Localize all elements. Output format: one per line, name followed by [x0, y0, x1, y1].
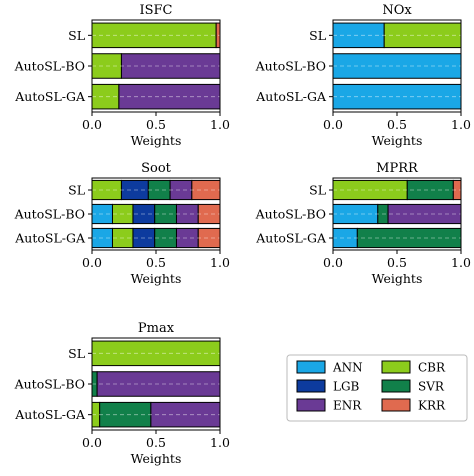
- x-axis-label: Weights: [131, 271, 182, 286]
- x-axis-label: Weights: [372, 271, 423, 286]
- panel-mprr: SL AutoSL-BO AutoSL-GA 0.0 0.5 1.0 MPRR Weights: [255, 161, 471, 286]
- bar-nox-sl-cbr: [383, 22, 462, 49]
- category-label: AutoSL-GA: [14, 231, 86, 246]
- xtick-label: 0.5: [146, 117, 166, 132]
- legend-label-krr: KRR: [418, 399, 446, 413]
- xtick-label: 1.0: [451, 255, 471, 270]
- panel-title: NOx: [382, 3, 412, 18]
- xtick-label: 1.0: [451, 117, 471, 132]
- category-label: AutoSL-BO: [255, 207, 326, 222]
- legend-frame: [286, 354, 468, 422]
- legend-label-enr: ENR: [333, 399, 362, 413]
- x-axis-label: Weights: [131, 451, 182, 466]
- legend-label-ann: ANN: [332, 361, 363, 375]
- category-label: SL: [309, 28, 326, 43]
- panel-isfc: SL AutoSL-BO AutoSL-GA 0.0 0.5 1.0 ISFC Weights: [14, 3, 230, 148]
- xtick-label: 0.5: [387, 255, 407, 270]
- legend-swatch-krr: [381, 398, 411, 412]
- panel-pmax: SL AutoSL-BO AutoSL-GA 0.0 0.5 1.0 Pmax Weights: [14, 321, 230, 466]
- bar-soot-autosl-ga-krr: [197, 227, 221, 249]
- panel-nox: SL AutoSL-BO AutoSL-GA 0.0 0.5 1.0 NOx Weights: [255, 3, 471, 148]
- xtick-label: 0.5: [146, 435, 166, 450]
- legend-swatch-svr: [381, 379, 411, 393]
- panel-title: Pmax: [138, 321, 175, 336]
- xtick-label: 0.5: [387, 117, 407, 132]
- xtick-label: 1.0: [210, 117, 230, 132]
- legend-swatch-cbr: [381, 360, 411, 374]
- category-label: AutoSL-BO: [255, 59, 326, 74]
- category-label: SL: [68, 28, 85, 43]
- bar-soot-sl-enr: [169, 179, 193, 201]
- x-axis-label: Weights: [131, 133, 182, 148]
- xtick-label: 0.5: [146, 255, 166, 270]
- x-axis-label: Weights: [372, 133, 423, 148]
- category-label: AutoSL-BO: [14, 59, 85, 74]
- category-label: SL: [68, 183, 85, 198]
- panel-title: ISFC: [139, 3, 172, 18]
- legend-swatch-lgb: [296, 379, 326, 393]
- category-label: AutoSL-BO: [14, 377, 85, 392]
- legend-swatch-enr: [296, 398, 326, 412]
- panel-title: Soot: [141, 161, 172, 176]
- legend-swatch-ann: [296, 360, 326, 374]
- category-label: SL: [68, 346, 85, 361]
- legend-label-svr: SVR: [418, 380, 445, 394]
- legend-label-cbr: CBR: [418, 361, 446, 375]
- xtick-label: 1.0: [210, 435, 230, 450]
- category-label: AutoSL-GA: [14, 407, 86, 422]
- bar-soot-autosl-bo-krr: [197, 203, 221, 225]
- legend-label-lgb: LGB: [333, 380, 360, 394]
- xtick-label: 0.0: [82, 255, 102, 270]
- category-label: AutoSL-GA: [255, 89, 327, 104]
- category-label: AutoSL-GA: [255, 231, 327, 246]
- xtick-label: 0.0: [323, 255, 343, 270]
- xtick-label: 0.0: [323, 117, 343, 132]
- panel-soot: SL AutoSL-BO AutoSL-GA 0.0 0.5 1.0 Soot Weights: [14, 161, 230, 286]
- xtick-label: 1.0: [210, 255, 230, 270]
- panel-title: MPRR: [376, 161, 419, 176]
- category-label: AutoSL-BO: [14, 207, 85, 222]
- category-label: AutoSL-GA: [14, 89, 86, 104]
- legend: ANN CBR LGB SVR ENR KRR: [286, 354, 468, 422]
- xtick-label: 0.0: [82, 117, 102, 132]
- category-label: SL: [309, 183, 326, 198]
- xtick-label: 0.0: [82, 435, 102, 450]
